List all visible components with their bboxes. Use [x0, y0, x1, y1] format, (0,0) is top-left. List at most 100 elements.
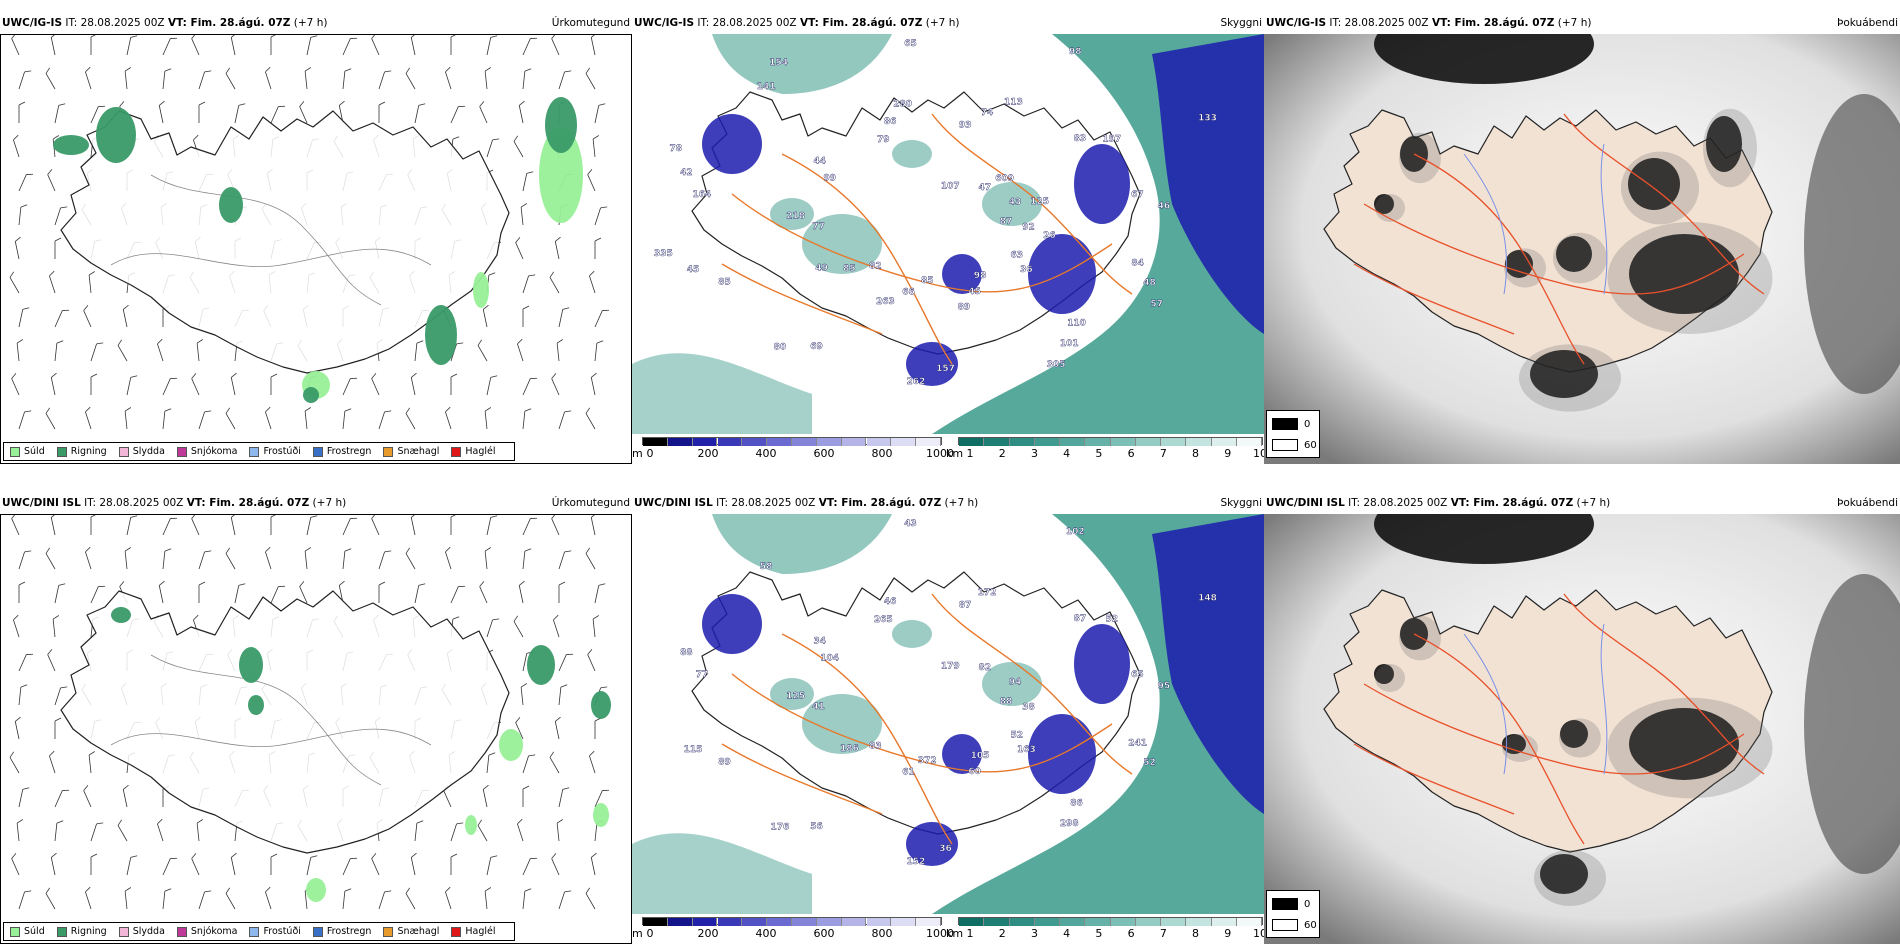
land-low-vis — [1074, 624, 1130, 704]
wind-barb — [558, 653, 574, 672]
visibility-value-label: 65 — [1131, 670, 1144, 680]
rain-area — [111, 607, 131, 623]
road — [781, 153, 953, 365]
fog-dense-area — [1628, 158, 1680, 210]
colorbar-segment — [891, 438, 917, 446]
wind-barb — [484, 407, 491, 430]
wind-barb — [49, 750, 56, 774]
valid-time: VT: Fim. 28.ágú. 07Z — [1450, 497, 1574, 509]
visibility-value-label: 58 — [760, 562, 773, 572]
wind-barb — [551, 373, 560, 396]
drizzle-area — [499, 729, 523, 761]
colorbar-segment — [1085, 918, 1111, 926]
visibility-value-label: 77 — [812, 222, 825, 232]
lead-time: (+7 h) — [1557, 17, 1592, 29]
wind-barb — [522, 408, 532, 430]
coastline — [60, 590, 510, 854]
visibility-value-label: 335 — [654, 249, 673, 259]
colorbar-segment — [792, 438, 817, 446]
wind-barb — [405, 887, 416, 910]
wind-barb — [450, 513, 458, 535]
wind-barb — [9, 271, 20, 294]
fog-moderate-area — [1399, 615, 1441, 661]
wind-barb — [445, 406, 452, 430]
wind-barb — [450, 373, 458, 395]
wind-barb — [270, 33, 278, 55]
wind-barb — [47, 649, 56, 672]
drizzle-area — [473, 272, 489, 308]
visibility-value-label: 44 — [813, 157, 826, 167]
wind-barb — [520, 683, 527, 706]
wind-barb — [85, 406, 92, 430]
visibility-value-label: 98 — [974, 271, 987, 281]
visibility-value-label: 141 — [757, 82, 776, 92]
colorbar-tick-label: 3 — [1030, 447, 1038, 460]
wind-barb — [484, 887, 491, 910]
visibility-value-label: 372 — [918, 756, 937, 766]
wind-barb — [270, 585, 286, 604]
wind-barb — [265, 886, 272, 910]
wind-barb — [522, 888, 532, 910]
visibility-value-label: 26 — [1043, 231, 1056, 241]
rain-area — [248, 695, 264, 715]
visibility-value-label: 43 — [904, 519, 917, 529]
drizzle-area — [465, 815, 477, 835]
wind-barb — [18, 581, 26, 603]
wind-barb — [594, 717, 602, 739]
wind-barb — [18, 684, 28, 706]
model-name: UWC/IG-IS — [2, 17, 63, 29]
visibility-value-label: 163 — [1017, 745, 1036, 755]
wind-barb — [590, 512, 597, 536]
visibility-value-label: 609 — [995, 174, 1014, 184]
colorbar-segment — [792, 918, 817, 926]
road — [110, 248, 432, 267]
wind-barb — [50, 372, 57, 396]
colorbar-segment — [984, 438, 1010, 446]
sea-very-low-vis — [1152, 514, 1264, 814]
fog-legend: 0 60 — [1266, 890, 1320, 938]
colorbar-segment — [1009, 438, 1035, 446]
wind-barb — [11, 373, 20, 396]
wind-barb — [83, 785, 92, 808]
colorbar-tick-label: 5 — [1095, 927, 1103, 940]
panel-type-label: Þokuábendi — [1837, 17, 1898, 29]
wind-barb — [124, 407, 131, 430]
visibility-value-label: 265 — [874, 615, 893, 625]
colorbar-segment — [1135, 438, 1161, 446]
wind-barb — [378, 101, 386, 123]
wind-barb — [482, 304, 489, 328]
wind-barb — [342, 377, 358, 396]
road — [721, 743, 883, 815]
wind-barb — [45, 407, 56, 430]
visibility-value-label: 86 — [1070, 799, 1083, 809]
wind-barb — [265, 66, 272, 90]
wind-barb — [198, 581, 206, 603]
fog-moderate-area — [1504, 248, 1546, 288]
visibility-value-label: 176 — [770, 822, 789, 832]
visibility-value-label: 95 — [1158, 682, 1171, 692]
wind-barb — [54, 340, 64, 362]
visibility-value-label: 88 — [680, 648, 693, 658]
wind-barb — [90, 105, 106, 124]
wind-barb — [47, 169, 56, 192]
wind-barb — [124, 887, 131, 910]
wind-barb — [558, 550, 572, 570]
visibility-value-label: 107 — [941, 181, 960, 191]
wind-barb — [585, 67, 596, 90]
fog-moderate-area — [1553, 232, 1607, 284]
panel-type-label: Úrkomutegund — [551, 497, 630, 509]
wind-barb — [590, 852, 597, 876]
wind-barb — [11, 853, 20, 876]
colorbar-segment — [841, 438, 867, 446]
wind-barb — [513, 135, 524, 158]
wind-barb — [414, 103, 426, 124]
visibility-value-label: 105 — [971, 751, 990, 761]
road — [1353, 263, 1515, 335]
wind-barb — [304, 547, 311, 570]
visibility-value-label: 92 — [1022, 222, 1035, 232]
wind-barb — [45, 887, 56, 910]
wind-barb — [594, 340, 604, 362]
wind-barb — [126, 375, 138, 396]
colorbar-tick-label: 200 — [697, 447, 719, 460]
visibility-map: 87 82 93 110 164 133 85 79 84 85 98 98 99 67 69 65 63 77 8… — [632, 34, 1264, 434]
